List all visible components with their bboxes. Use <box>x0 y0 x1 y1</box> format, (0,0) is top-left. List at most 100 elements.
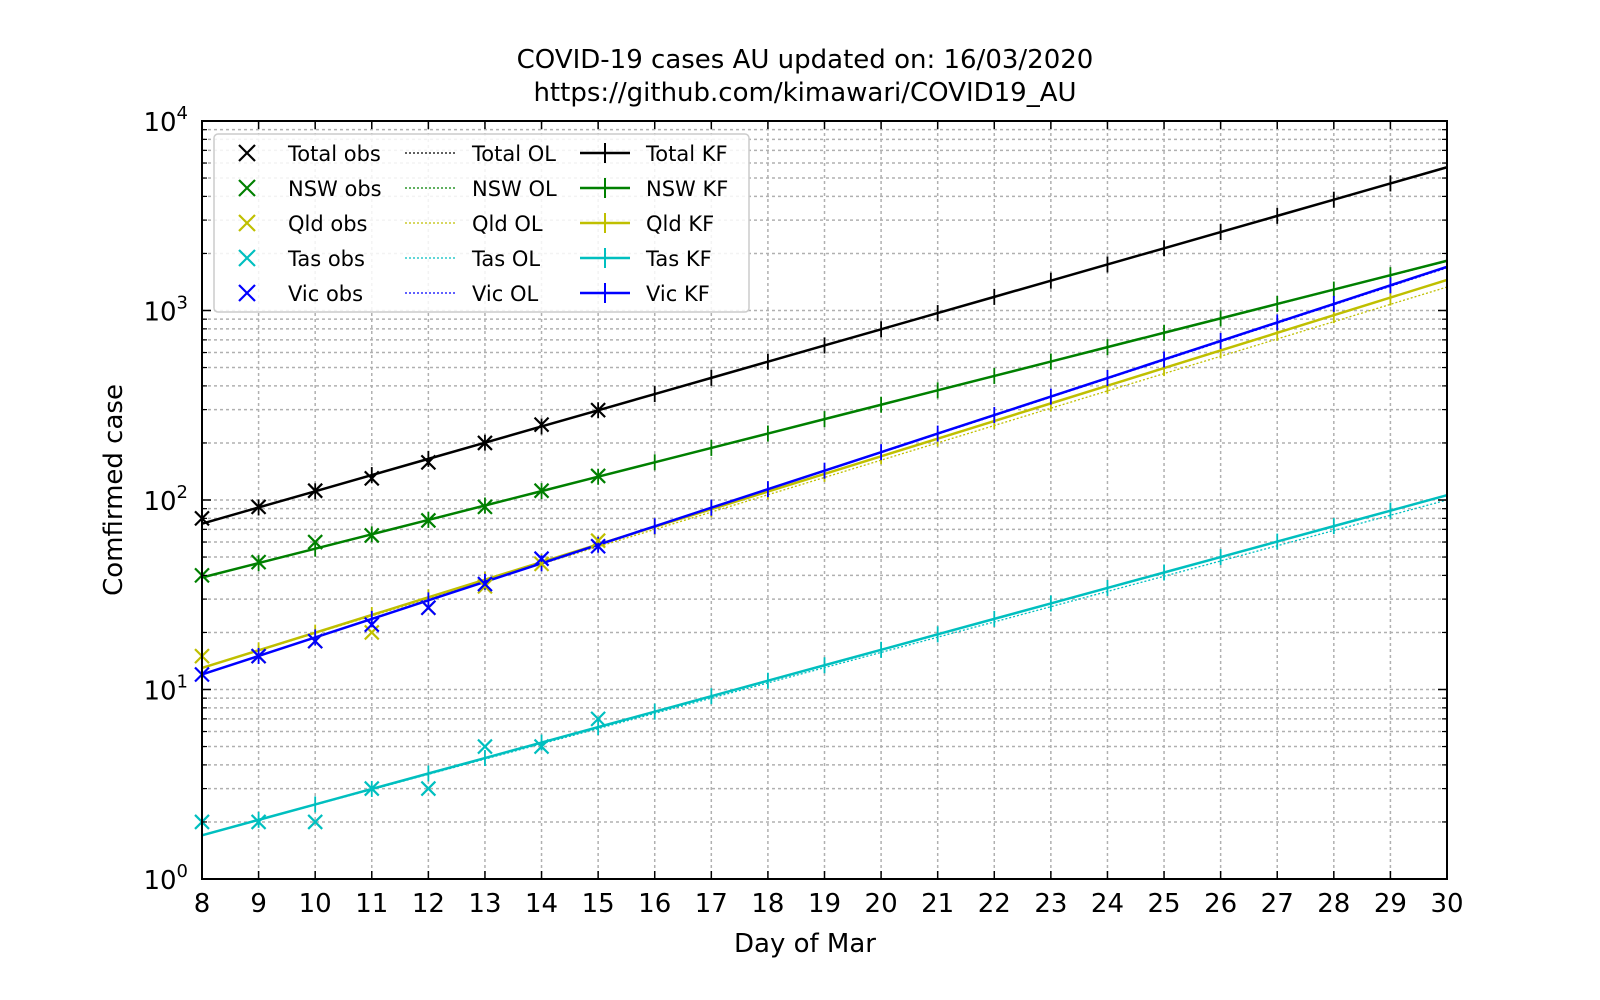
legend-label: Vic OL <box>472 282 538 306</box>
legend-label: Vic obs <box>288 282 363 306</box>
x-tick-label: 22 <box>978 889 1011 919</box>
obs-point-vic <box>590 538 606 555</box>
x-tick-label: 18 <box>751 889 784 919</box>
obs-point-vic <box>250 648 267 664</box>
obs-point-vic <box>420 599 437 616</box>
x-tick-label: 24 <box>1091 889 1124 919</box>
legend-entry: Vic obs <box>238 282 363 306</box>
obs-marker-stroke <box>307 534 323 550</box>
obs-point-tas <box>307 814 323 830</box>
legend-label: NSW OL <box>472 177 557 201</box>
legend-label: Tas KF <box>645 247 712 271</box>
obs-point-nsw <box>250 554 267 570</box>
x-tick-label: 27 <box>1261 889 1294 919</box>
obs-point-total <box>250 499 267 515</box>
obs-marker-stroke <box>533 738 550 755</box>
obs-marker-stroke <box>420 454 437 471</box>
obs-marker-stroke <box>590 711 606 727</box>
obs-marker-stroke <box>590 402 606 418</box>
obs-marker-stroke <box>307 633 323 649</box>
obs-marker-stroke <box>420 780 437 797</box>
legend-entry: NSW obs <box>238 177 382 201</box>
obs-marker-stroke <box>533 482 550 499</box>
x-tick-label: 15 <box>582 889 615 919</box>
obs-marker-stroke <box>590 532 606 549</box>
obs-point-qld <box>533 556 550 572</box>
legend-box <box>213 133 750 313</box>
legend-entry: Total OL <box>405 142 556 166</box>
x-tick-label: 9 <box>250 889 267 919</box>
legend-label: Total KF <box>645 142 728 166</box>
x-tick-label: 20 <box>865 889 898 919</box>
legend-entry: Total KF <box>580 142 728 166</box>
legend-swatch-obs <box>238 144 256 162</box>
obs-marker-stroke <box>590 468 606 484</box>
obs-point-tas <box>477 738 493 755</box>
obs-point-vic <box>307 633 323 649</box>
legend-entry: Vic KF <box>580 282 710 306</box>
y-tick-label: 101 <box>143 672 188 707</box>
obs-marker-stroke <box>250 648 267 664</box>
legend-label: Total obs <box>287 142 381 166</box>
legend-swatch-obs <box>238 249 256 267</box>
obs-point-qld <box>477 578 493 595</box>
obs-point-vic <box>533 550 550 567</box>
obs-marker-stroke <box>250 499 267 515</box>
obs-marker-stroke <box>533 556 550 572</box>
legend-label: Total OL <box>471 142 556 166</box>
x-tick-label: 29 <box>1374 889 1407 919</box>
obs-point-total <box>477 435 493 451</box>
obs-marker-stroke <box>307 482 323 499</box>
legend-swatch-obs <box>238 214 256 232</box>
chart-subtitle: https://github.com/kimawari/COVID19_AU <box>533 78 1076 108</box>
legend-entry: Qld OL <box>405 212 543 236</box>
obs-marker-stroke <box>307 814 323 830</box>
x-tick-label: 12 <box>412 889 445 919</box>
x-tick-label: 13 <box>468 889 501 919</box>
obs-marker-stroke <box>477 738 493 755</box>
x-tick-label: 26 <box>1204 889 1237 919</box>
y-tick-label: 104 <box>143 103 188 138</box>
y-tick-label: 102 <box>143 482 188 517</box>
obs-marker-stroke <box>590 538 606 555</box>
axes: 8 9 10 11 12 13 14 15 16 17 18 19 20 21 22 23 24 25 26 27 28… <box>143 103 1463 919</box>
legend-entry: Qld KF <box>580 212 714 236</box>
obs-point-tas <box>363 780 380 797</box>
obs-marker-stroke <box>477 435 493 451</box>
obs-marker-stroke <box>363 527 380 544</box>
x-tick-label: 30 <box>1430 889 1463 919</box>
legend-entry: Vic OL <box>405 282 538 306</box>
x-tick-label: 19 <box>808 889 841 919</box>
x-axis-title: Day of Mar <box>734 929 876 959</box>
obs-point-vic <box>363 616 380 633</box>
obs-point-nsw <box>590 468 606 484</box>
obs-point-tas <box>590 711 606 727</box>
obs-marker-stroke <box>533 416 550 433</box>
obs-point-total <box>533 416 550 433</box>
chart-title: COVID-19 cases AU updated on: 16/03/2020 <box>517 45 1094 75</box>
legend: Total obs NSW obs Qld obs Tas obs Vic obs Tot… <box>213 133 750 313</box>
legend-swatch-obs <box>238 179 256 197</box>
legend-entry: Tas KF <box>580 247 712 271</box>
x-tick-label: 23 <box>1034 889 1067 919</box>
obs-point-nsw <box>307 534 323 550</box>
obs-marker-stroke <box>420 512 437 529</box>
x-tick-label: 11 <box>355 889 388 919</box>
x-tick-label: 14 <box>525 889 558 919</box>
obs-point-qld <box>590 532 606 549</box>
x-tick-label: 21 <box>921 889 954 919</box>
obs-point-nsw <box>477 499 493 515</box>
obs-marker-stroke <box>420 599 437 616</box>
obs-point-total <box>590 402 606 418</box>
obs-point-tas <box>533 738 550 755</box>
legend-label: Qld KF <box>646 212 714 236</box>
obs-marker-stroke <box>250 814 267 830</box>
obs-point-nsw <box>533 482 550 499</box>
obs-point-tas <box>250 814 267 830</box>
legend-entry: Qld obs <box>238 212 368 236</box>
obs-point-nsw <box>420 512 437 529</box>
obs-marker-stroke <box>477 576 493 592</box>
obs-marker-stroke <box>363 470 380 487</box>
legend-entry: Tas obs <box>238 247 365 271</box>
